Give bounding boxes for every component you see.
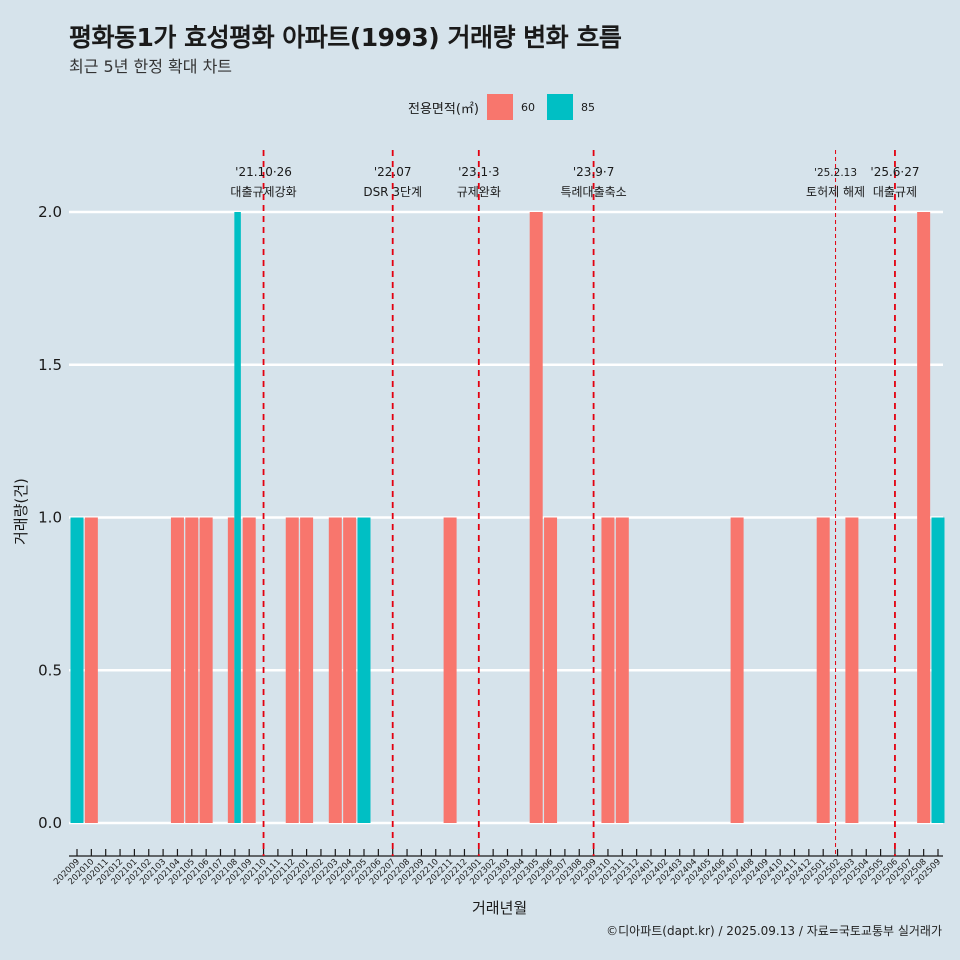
source-footer: ©디아파트(dapt.kr) / 2025.09.13 / 자료=국토교통부 실… bbox=[606, 924, 942, 938]
event-name-label: 규제완화 bbox=[457, 185, 501, 199]
bar-60 bbox=[343, 517, 357, 823]
bar-60 bbox=[917, 212, 931, 823]
y-tick-label: 1.5 bbox=[38, 356, 62, 374]
event-date-label: '22.07 bbox=[374, 165, 412, 179]
bar-60 bbox=[730, 517, 744, 823]
event-name-label: 토허제 해제 bbox=[806, 185, 865, 199]
bar-60 bbox=[328, 517, 342, 823]
legend-title: 전용면적(㎡) bbox=[408, 101, 479, 117]
bar-60 bbox=[544, 517, 558, 823]
bar-60 bbox=[84, 517, 98, 823]
y-tick-label: 0.5 bbox=[38, 661, 62, 679]
legend-label-85: 85 bbox=[580, 100, 595, 114]
bar-60 bbox=[816, 517, 830, 823]
event-date-label: '25.6·27 bbox=[870, 165, 919, 179]
chart-subtitle: 최근 5년 한정 확대 차트 bbox=[69, 57, 233, 76]
bar-60 bbox=[615, 517, 629, 823]
x-axis-title: 거래년월 bbox=[472, 899, 528, 917]
legend-swatch-85 bbox=[546, 94, 573, 120]
event-date-label: '25.2.13 bbox=[814, 167, 857, 179]
bar-60 bbox=[199, 517, 213, 823]
y-tick-label: 0.0 bbox=[38, 814, 62, 832]
event-name-label: 특례대출축소 bbox=[560, 185, 626, 199]
event-date-label: '21.10·26 bbox=[235, 165, 292, 179]
event-name-label: DSR 3단계 bbox=[363, 185, 422, 199]
bar-85 bbox=[70, 517, 84, 823]
bar-85 bbox=[234, 212, 241, 823]
legend: 전용면적(㎡) 60 85 bbox=[408, 93, 607, 121]
bar-60 bbox=[529, 212, 543, 823]
y-tick-label: 2.0 bbox=[38, 203, 62, 221]
bar-85 bbox=[357, 517, 371, 823]
event-date-label: '23.9·7 bbox=[573, 165, 614, 179]
bar-60 bbox=[242, 517, 256, 823]
event-name-label: 대출규제 bbox=[873, 185, 917, 199]
y-tick-label: 1.0 bbox=[38, 509, 62, 527]
legend-swatch-60 bbox=[486, 94, 513, 120]
bar-60 bbox=[443, 517, 457, 823]
bar-60 bbox=[185, 517, 199, 823]
chart-title: 평화동1가 효성평화 아파트(1993) 거래량 변화 흐름 bbox=[69, 23, 622, 52]
event-name-label: 대출규제강화 bbox=[230, 185, 296, 199]
bar-60 bbox=[170, 517, 184, 823]
bar-60 bbox=[227, 517, 235, 823]
bar-60 bbox=[285, 517, 299, 823]
event-date-label: '23.1·3 bbox=[458, 165, 499, 179]
bar-60 bbox=[601, 517, 615, 823]
y-axis-title: 거래량(건) bbox=[12, 478, 30, 545]
bar-60 bbox=[300, 517, 314, 823]
bar-85 bbox=[931, 517, 945, 823]
bar-60 bbox=[845, 517, 859, 823]
legend-label-60: 60 bbox=[520, 100, 535, 114]
